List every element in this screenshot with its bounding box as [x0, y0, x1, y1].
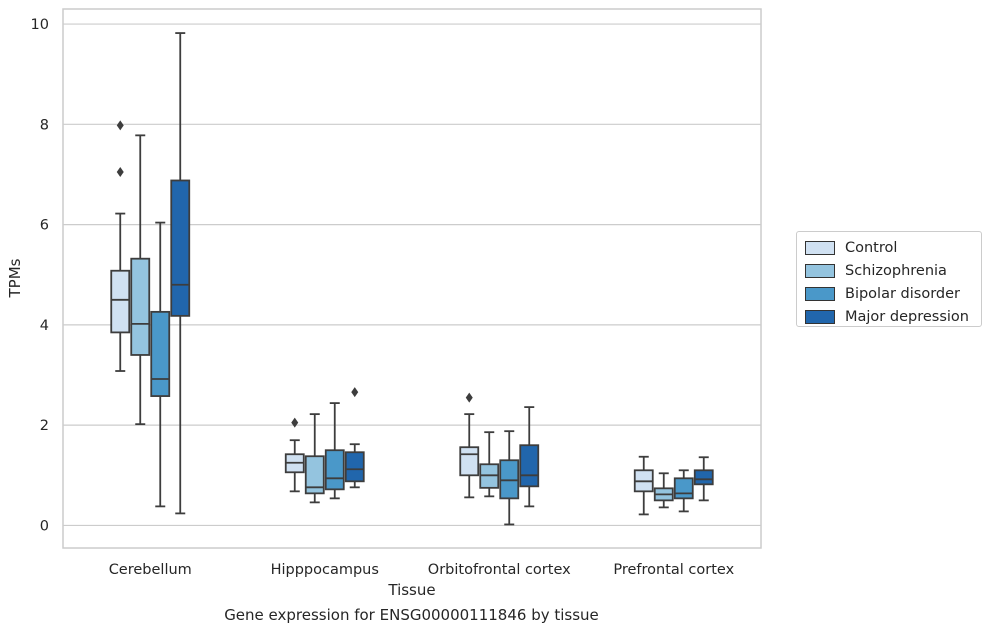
box-elements: [110, 32, 714, 526]
box-iqr: [693, 469, 714, 486]
outlier-point: [465, 392, 473, 403]
box-iqr: [519, 444, 540, 488]
outlier-point: [116, 120, 124, 131]
legend-label: Control: [845, 239, 898, 256]
box-major-depression: [519, 406, 540, 508]
box-control: [459, 392, 480, 499]
box-iqr: [324, 449, 345, 491]
y-tick-label: 6: [40, 218, 49, 234]
legend-swatch: [805, 309, 835, 324]
box-iqr: [130, 257, 151, 356]
y-tick-label: 10: [31, 17, 49, 33]
y-tick-label: 4: [40, 318, 49, 334]
legend-swatch: [805, 286, 835, 301]
box-schizophrenia: [304, 413, 325, 504]
box-iqr: [150, 310, 171, 397]
x-tick-labels: Cerebellum Hipppocampus Orbitofrontal cort…: [109, 562, 735, 578]
outlier-point: [291, 417, 299, 428]
legend-item: Bipolar disorder: [805, 282, 981, 305]
x-tick-label: Cerebellum: [109, 562, 192, 578]
legend-label: Major depression: [845, 308, 969, 325]
box-iqr: [344, 451, 365, 483]
legend-label: Schizophrenia: [845, 262, 947, 279]
grid-lines: [63, 23, 761, 527]
legend-item: Major depression: [805, 305, 981, 328]
box-bipolar-disorder: [150, 221, 171, 508]
x-tick-label: Orbitofrontal cortex: [428, 562, 571, 578]
y-tick-labels: 0 2 4 6 8 10: [31, 17, 49, 534]
box-iqr: [499, 459, 520, 500]
box-iqr: [304, 455, 325, 495]
y-tick-label: 2: [40, 418, 49, 434]
x-tick-label: Prefrontal cortex: [613, 562, 734, 578]
box-control: [110, 120, 131, 372]
box-control: [284, 417, 305, 493]
box-major-depression: [693, 456, 714, 502]
box-iqr: [110, 269, 131, 334]
box-iqr: [170, 179, 191, 317]
plot-frame: [62, 8, 762, 549]
y-tick-label: 0: [40, 518, 49, 534]
box-schizophrenia: [130, 134, 151, 426]
chart-caption: Gene expression for ENSG00000111846 by t…: [224, 606, 599, 624]
legend-swatch: [805, 240, 835, 255]
box-major-depression: [170, 32, 191, 515]
box-major-depression: [344, 387, 365, 489]
box-bipolar-disorder: [499, 430, 520, 526]
y-axis-label: TPMs: [6, 258, 24, 298]
box-iqr: [459, 446, 480, 477]
box-bipolar-disorder: [673, 469, 694, 513]
box-schizophrenia: [479, 431, 500, 498]
outlier-point: [116, 166, 124, 177]
box-iqr: [673, 477, 694, 500]
y-tick-label: 8: [40, 117, 49, 133]
legend-item: Control: [805, 236, 981, 259]
x-tick-label: Hipppocampus: [271, 562, 379, 578]
outlier-point: [351, 387, 359, 398]
box-schizophrenia: [653, 472, 674, 509]
legend-swatch: [805, 263, 835, 278]
box-bipolar-disorder: [324, 402, 345, 500]
box-control: [633, 455, 654, 516]
legend-item: Schizophrenia: [805, 259, 981, 282]
legend: Control Schizophrenia Bipolar disorder Majo…: [796, 231, 982, 327]
legend-label: Bipolar disorder: [845, 285, 960, 302]
x-axis-label: Tissue: [387, 581, 435, 599]
